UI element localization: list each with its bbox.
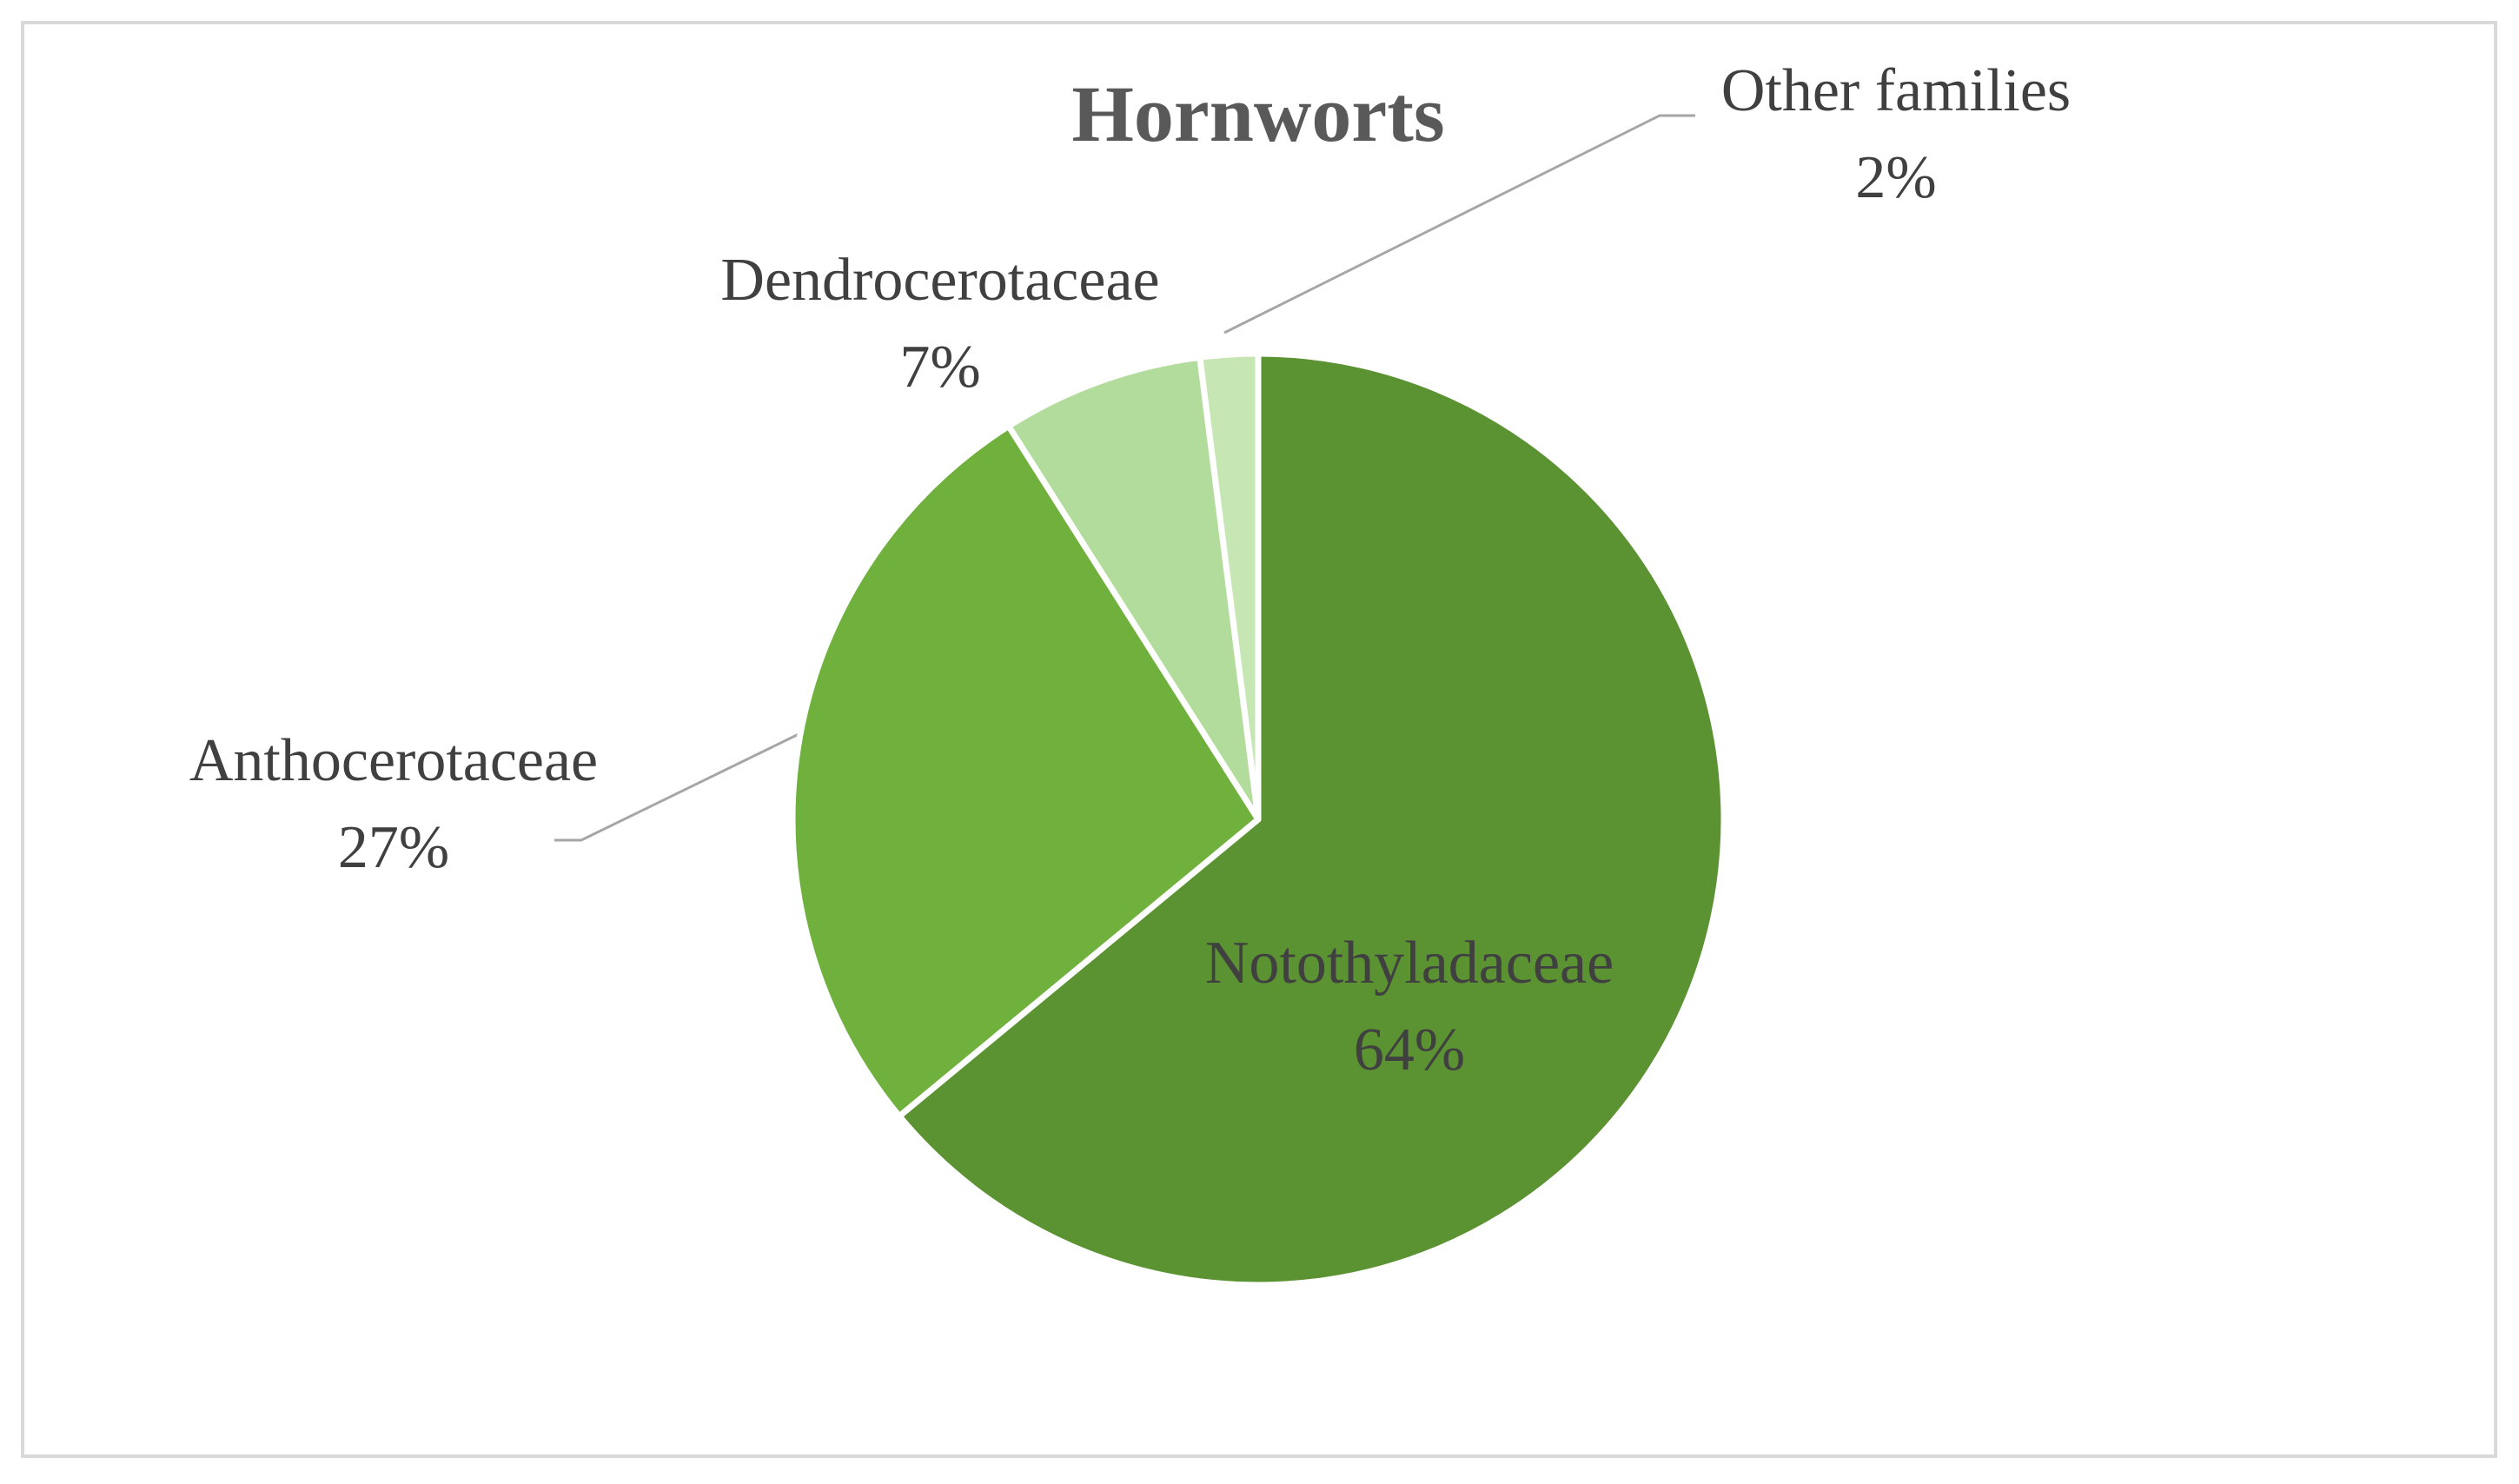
- pie-slice: [1197, 350, 1262, 823]
- slice-label: Anthocerotaceae: [189, 727, 598, 794]
- value-label: 64%: [1354, 1017, 1465, 1083]
- leader-line: [554, 732, 799, 842]
- leader-line: [1223, 114, 1695, 335]
- pie-slice: [896, 350, 1727, 1289]
- value-label: 27%: [338, 814, 449, 881]
- slice-label: Dendrocerotaceae: [720, 247, 1159, 314]
- pie-slice: [789, 422, 1262, 1120]
- slice-label: Other families: [1721, 57, 2071, 124]
- value-label: 7%: [899, 334, 980, 401]
- pie-slice: [1005, 354, 1262, 823]
- slice-label: Notothyladaceae: [1205, 930, 1614, 997]
- chart-title: Hornworts: [1071, 70, 1444, 158]
- value-label: 2%: [1855, 144, 1936, 211]
